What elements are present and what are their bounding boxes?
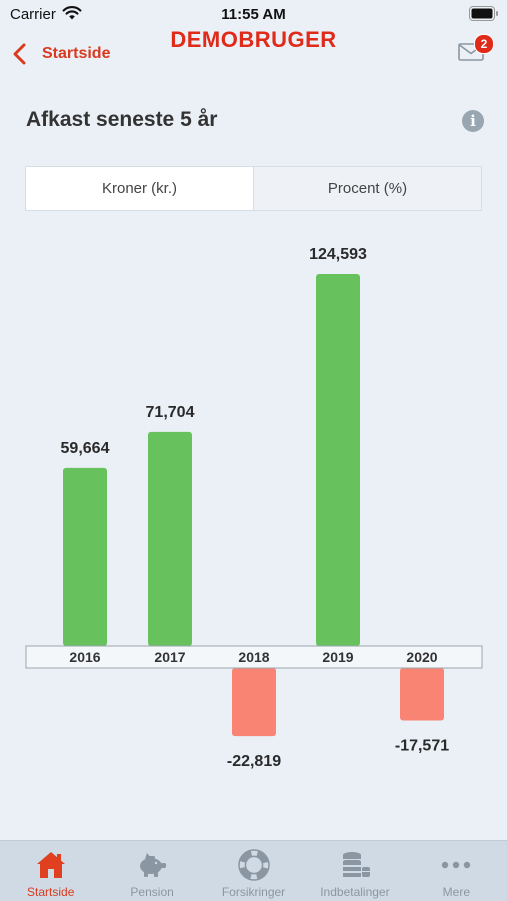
bar-2019 <box>316 274 360 646</box>
data-label: 59,664 <box>61 440 110 457</box>
tab-label: Startside <box>27 885 75 899</box>
bar-2017 <box>148 431 192 646</box>
tab-label: Pension <box>130 885 174 899</box>
back-button[interactable]: Startside <box>12 40 110 68</box>
messages-button[interactable]: 2 <box>456 34 494 66</box>
home-icon <box>36 852 65 878</box>
tab-label: Indbetalinger <box>320 885 390 899</box>
data-label: 71,704 <box>146 404 195 421</box>
data-label: -17,571 <box>395 737 449 754</box>
bar-2020 <box>400 668 444 721</box>
x-tick-label: 2018 <box>238 649 269 665</box>
more-icon <box>442 861 471 869</box>
coins-icon <box>342 852 370 877</box>
battery-icon <box>469 6 498 21</box>
data-label: -22,819 <box>227 753 281 770</box>
x-tick-label: 2020 <box>406 649 437 665</box>
unit-segmented-control: Kroner (kr.) Procent (%) <box>25 166 482 211</box>
tab-mere[interactable]: Mere <box>406 841 507 901</box>
tab-label: Forsikringer <box>221 885 286 899</box>
piggy-bank-icon <box>140 853 167 877</box>
carrier-label: Carrier <box>10 6 56 23</box>
segment-kroner[interactable]: Kroner (kr.) <box>26 167 253 210</box>
x-axis <box>25 645 483 669</box>
status-bar: Carrier 11:55 AM <box>0 0 507 28</box>
unread-badge: 2 <box>474 34 494 54</box>
x-tick-label: 2019 <box>322 649 353 665</box>
page-title: Afkast seneste 5 år <box>26 108 218 131</box>
bar-2016 <box>63 467 107 646</box>
tab-bar: Startside Pension Forsikringer <box>0 840 507 901</box>
tab-forsikringer[interactable]: Forsikringer <box>203 841 304 901</box>
chevron-left-icon <box>13 43 26 65</box>
status-time: 11:55 AM <box>221 6 286 23</box>
chart-canvas: 2016 2017 2018 2019 2020 59,664 71,704 -22,819 1… <box>25 246 483 770</box>
lifebuoy-icon <box>237 849 270 881</box>
nav-title: DEMOBRUGER <box>170 27 337 52</box>
x-tick-label: 2017 <box>154 649 185 665</box>
info-icon[interactable]: i <box>462 110 484 132</box>
tab-indbetalinger[interactable]: Indbetalinger <box>304 841 405 901</box>
bar-2018 <box>232 668 276 737</box>
tab-pension[interactable]: Pension <box>101 841 202 901</box>
back-button-label: Startside <box>42 45 111 62</box>
wifi-icon <box>62 6 82 20</box>
segment-procent[interactable]: Procent (%) <box>253 167 481 210</box>
tab-startside[interactable]: Startside <box>0 841 101 901</box>
returns-bar-chart: 2016 2017 2018 2019 2020 59,664 71,704 -22,819 1… <box>0 220 507 800</box>
data-label: 124,593 <box>309 246 367 263</box>
tab-label: Mere <box>442 885 470 899</box>
x-tick-label: 2016 <box>69 649 100 665</box>
